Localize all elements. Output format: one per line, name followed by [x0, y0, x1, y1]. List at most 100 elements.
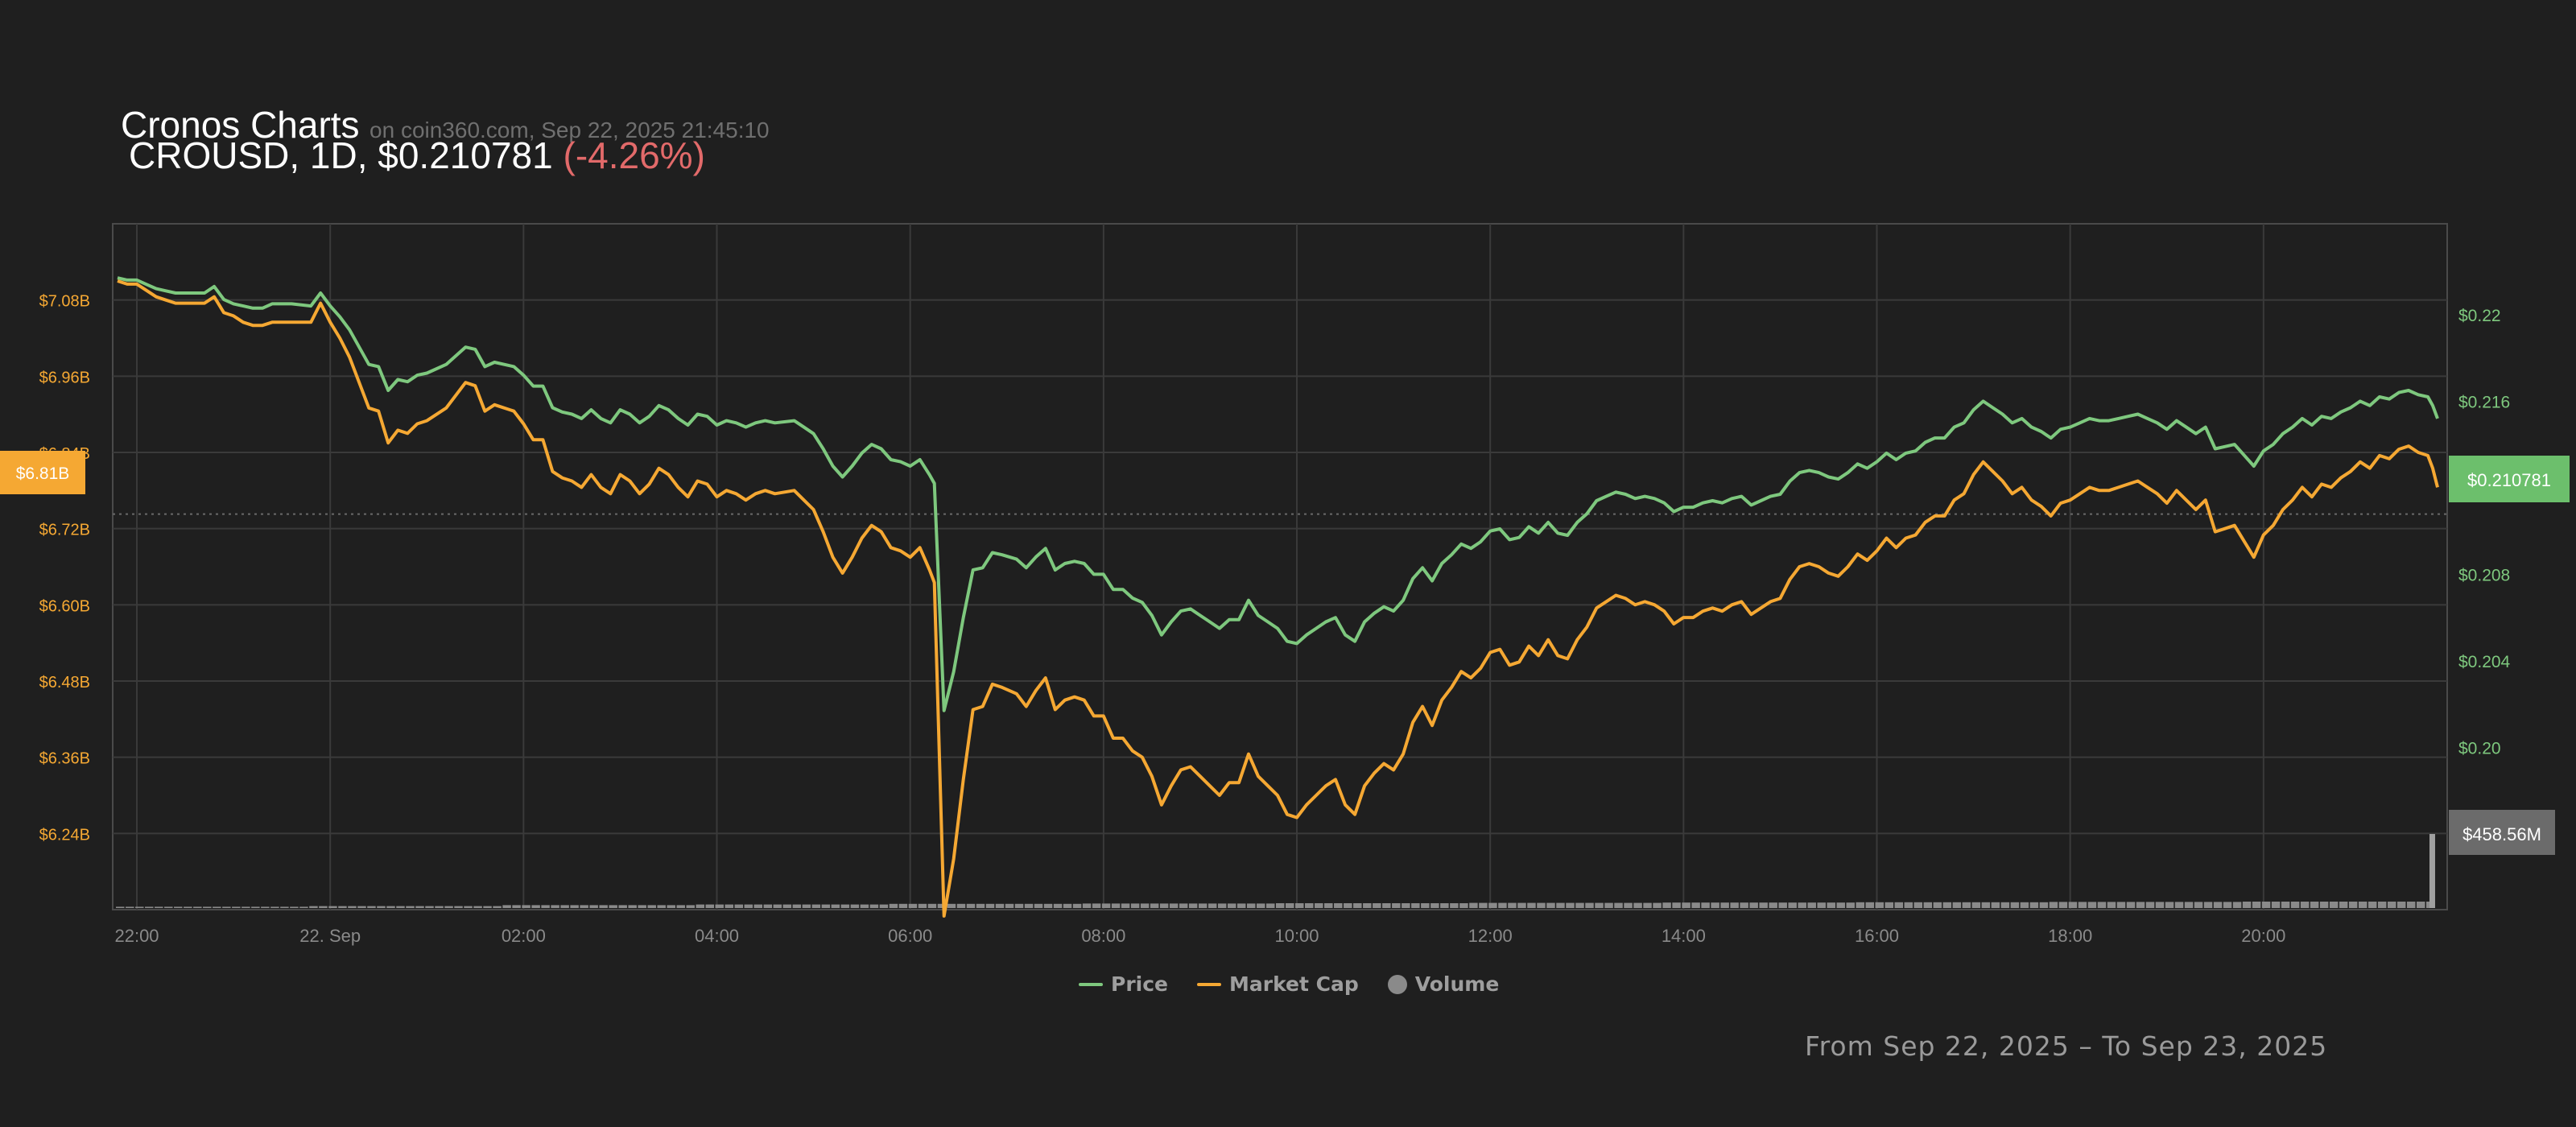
volume-bar [502, 905, 511, 908]
volume-bar [1121, 903, 1130, 908]
volume-bar [1217, 903, 1227, 908]
volume-bar [2396, 902, 2406, 908]
volume-bar [1875, 902, 1885, 908]
volume-bar [415, 906, 424, 908]
volume-bar [2155, 902, 2165, 908]
volume-bar [2010, 902, 2020, 908]
volume-bar [435, 906, 444, 908]
volume-bar [357, 906, 366, 908]
volume-bar [1382, 903, 1391, 908]
volume-bar-last [2429, 834, 2435, 908]
volume-bar [628, 905, 637, 908]
volume-bar [1962, 902, 1971, 908]
volume-bar [1885, 902, 1894, 908]
volume-bar [1740, 902, 1748, 908]
volume-bar [1488, 902, 1497, 908]
volume-bar [1933, 902, 1942, 908]
volume-bar [483, 906, 492, 908]
volume-bar [1450, 903, 1459, 908]
volume-bar [1595, 902, 1604, 908]
volume-bar [1894, 902, 1904, 908]
volume-bar [1034, 903, 1043, 908]
price-line [117, 276, 2439, 712]
volume-current-badge [2449, 810, 2555, 855]
legend-item-market-cap[interactable]: Market Cap [1197, 972, 1359, 996]
volume-bar [1363, 903, 1372, 908]
volume-bar [2194, 902, 2203, 908]
volume-bar [155, 906, 163, 908]
volume-bar [2232, 902, 2242, 908]
volume-bar [290, 906, 299, 908]
volume-bar [1092, 903, 1101, 908]
volume-bar [1614, 902, 1623, 908]
volume-bar [1344, 903, 1352, 908]
volume-bar [174, 906, 183, 908]
volume-bar [1275, 903, 1285, 908]
volume-bar [840, 904, 850, 908]
x-axis-tick-label: 10:00 [1274, 926, 1319, 946]
volume-bar [2387, 902, 2396, 908]
volume-bar [1769, 902, 1777, 908]
volume-bar [164, 906, 173, 908]
volume-bar [242, 906, 250, 908]
volume-bar [1208, 903, 1217, 908]
volume-bar [1402, 903, 1410, 908]
price-legend-swatch [1079, 982, 1103, 986]
volume-bar [2078, 902, 2087, 908]
x-axis-tick-label: 12:00 [1468, 926, 1513, 946]
volume-bar [1517, 902, 1526, 908]
right-axis-tick-label: $0.20 [2458, 739, 2501, 758]
volume-bar [1788, 902, 1797, 908]
volume-bar [1653, 902, 1662, 908]
volume-bar [947, 903, 956, 908]
x-axis-tick-label: 22. Sep [299, 926, 361, 946]
volume-bar [2329, 902, 2339, 908]
volume-bar [1827, 902, 1835, 908]
legend-item-price[interactable]: Price [1079, 972, 1168, 996]
volume-bar [1537, 902, 1546, 908]
volume-bar [2281, 902, 2290, 908]
volume-bar [1662, 902, 1671, 908]
volume-bar [1053, 903, 1063, 908]
volume-bar [1315, 903, 1323, 908]
volume-bar [1169, 903, 1179, 908]
market-cap-current-label: $6.81B [16, 464, 70, 483]
volume-bar [2029, 902, 2039, 908]
volume-bar [2107, 902, 2116, 908]
volume-bar [2310, 902, 2319, 908]
volume-bar [1527, 902, 1536, 908]
volume-bar [1459, 903, 1468, 908]
volume-bar [1353, 903, 1362, 908]
volume-bar [773, 904, 782, 908]
x-axis-tick-label: 04:00 [695, 926, 739, 946]
volume-bar [1305, 903, 1314, 908]
volume-bar [251, 906, 260, 908]
volume-bar [1111, 903, 1121, 908]
volume-bar [1672, 902, 1681, 908]
volume-bar [753, 904, 763, 908]
volume-bar [464, 906, 473, 908]
x-axis-tick-label: 14:00 [1662, 926, 1706, 946]
volume-bar [2000, 902, 2010, 908]
volume-bar [213, 906, 221, 908]
volume-bar [667, 905, 675, 908]
volume-bar [319, 906, 328, 908]
price-current-badge [2449, 456, 2570, 502]
volume-bar [377, 906, 386, 908]
volume-bar [1421, 903, 1430, 908]
volume-bar [1981, 902, 1991, 908]
volume-bar [918, 903, 927, 908]
price-current-label: $0.210781 [2467, 470, 2551, 490]
volume-bar [1286, 903, 1294, 908]
volume-bar [715, 904, 724, 908]
volume-bar [599, 905, 608, 908]
legend-item-volume[interactable]: Volume [1387, 972, 1499, 996]
volume-bar [889, 903, 898, 908]
plot-frame [112, 223, 2448, 910]
volume-bar [1179, 903, 1188, 908]
volume-bar [2087, 902, 2097, 908]
volume-bar [560, 905, 569, 908]
volume-bar [1546, 902, 1555, 908]
volume-bar [1469, 902, 1478, 908]
